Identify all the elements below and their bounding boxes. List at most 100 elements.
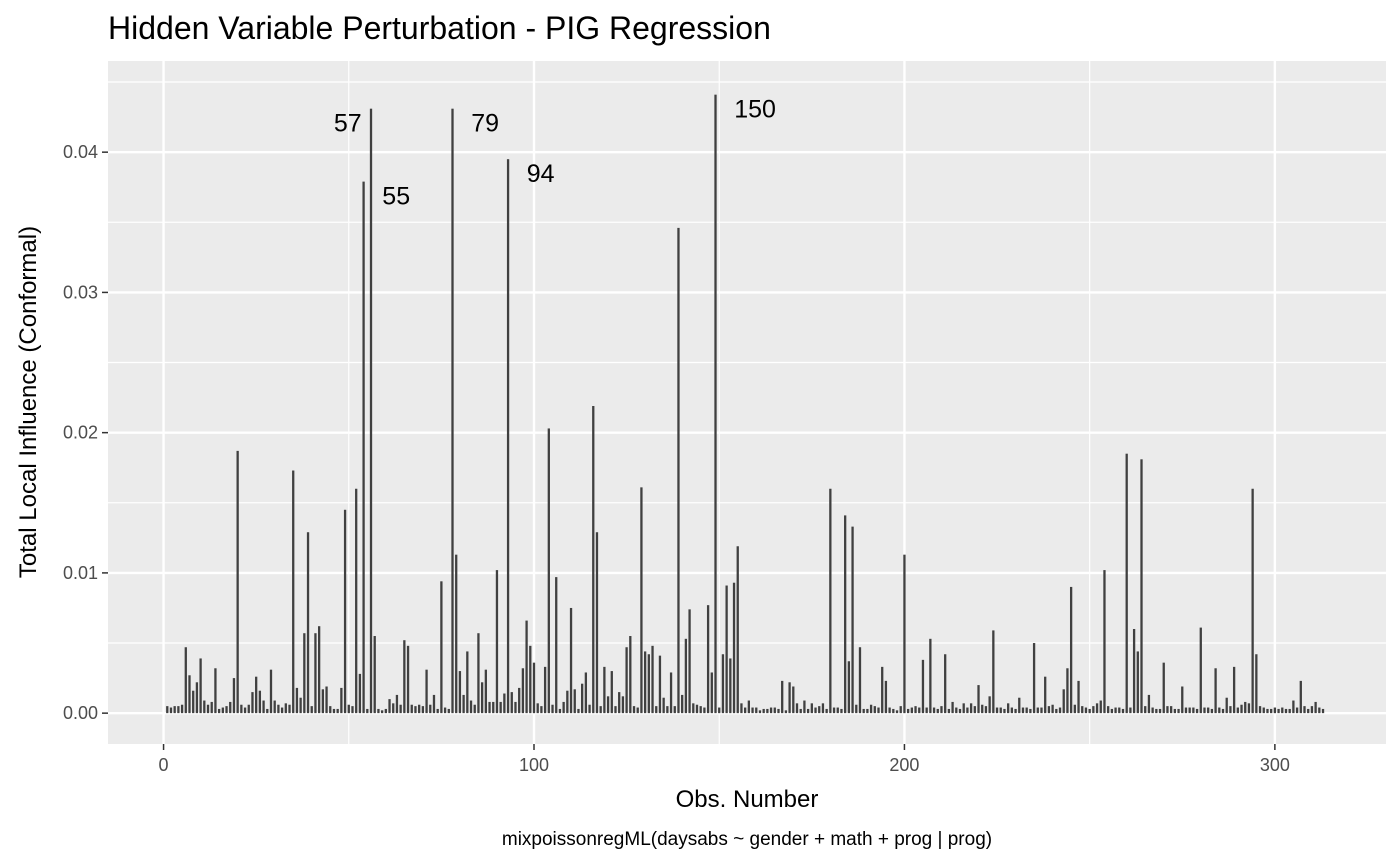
bar-obs-176 [814,707,817,714]
bar-obs-251 [1092,706,1095,714]
bar-obs-248 [1081,706,1084,714]
bar-obs-100 [532,662,536,714]
bar-obs-41 [314,633,317,714]
bar-obs-35 [292,470,295,714]
bar-obs-218 [969,703,973,714]
bar-obs-241 [1055,708,1058,714]
bar-obs-172 [799,708,802,714]
bar-obs-160 [755,707,758,714]
bar-obs-102 [540,706,543,714]
bar-obs-3 [173,706,176,714]
bar-obs-231 [1018,697,1021,714]
bar-obs-24 [251,692,254,714]
bar-obs-33 [284,703,287,714]
bar-obs-135 [662,697,665,714]
bar-obs-173 [803,700,806,714]
bar-obs-75 [440,581,443,714]
bar-obs-299 [1270,708,1273,714]
bar-obs-92 [503,693,506,714]
bar-obs-155 [736,546,739,714]
bar-obs-212 [947,708,951,714]
bar-obs-8 [192,690,195,714]
bar-obs-93 [506,159,510,714]
bar-obs-55 [366,708,369,714]
bar-obs-133 [655,706,658,714]
bar-obs-110 [569,607,573,714]
bar-obs-162 [762,708,765,714]
bar-obs-239 [1047,706,1051,714]
bar-obs-233 [1025,707,1028,714]
bar-obs-250 [1088,708,1091,714]
bar-obs-235 [1032,643,1036,714]
bar-obs-150 [718,707,721,714]
bar-obs-18 [229,701,232,714]
bar-obs-94 [510,692,513,714]
bar-obs-90 [495,570,499,714]
bar-obs-156 [740,703,743,714]
bar-obs-197 [892,708,895,714]
bar-obs-103 [543,666,547,714]
bar-obs-36 [295,687,299,714]
bar-obs-31 [277,704,280,714]
bar-obs-65 [403,640,406,714]
bar-obs-23 [247,704,250,714]
major-gridlines [108,61,1386,744]
bar-obs-175 [810,703,813,714]
y-tick-label-4: 0.04 [63,142,98,162]
bar-obs-104 [547,428,550,714]
point-label-150: 150 [734,96,776,124]
bar-obs-68 [414,706,417,714]
bar-obs-98 [525,620,528,714]
chart-title: Hidden Variable Perturbation - PIG Regre… [108,10,771,46]
bar-obs-196 [888,707,891,714]
bar-obs-89 [492,701,495,714]
bar-obs-178 [821,703,825,714]
bar-obs-158 [747,700,751,714]
bar-obs-255 [1107,706,1110,714]
bar-obs-240 [1051,704,1054,714]
bar-obs-245 [1069,586,1073,714]
bar-obs-226 [999,707,1002,714]
bar-obs-52 [355,488,358,714]
minor-gridlines [108,61,1386,744]
bar-obs-261 [1129,707,1132,714]
bar-obs-237 [1040,707,1043,714]
bar-obs-22 [243,707,247,714]
bar-obs-38 [303,633,306,714]
bar-obs-167 [781,680,784,714]
bar-obs-106 [555,577,558,714]
bar-obs-313 [1321,708,1325,714]
bar-obs-264 [1140,459,1143,714]
x-tick-label-0: 0 [159,755,169,775]
bar-obs-148 [710,672,713,714]
bar-obs-189 [862,708,865,714]
bar-obs-306 [1295,707,1299,714]
x-tick-label-3: 300 [1260,755,1290,775]
x-axis-title: Obs. Number [676,786,819,813]
bar-obs-244 [1066,668,1069,714]
bar-obs-161 [758,710,762,714]
bar-obs-28 [266,708,269,714]
bar-obs-269 [1158,708,1162,714]
bar-obs-285 [1218,707,1221,714]
bar-obs-51 [351,706,354,714]
bar-obs-48 [340,687,343,714]
bar-obs-222 [984,706,988,714]
y-axis-title: Total Local Influence (Conformal) [15,226,42,578]
bar-obs-191 [869,704,873,714]
bar-obs-105 [551,704,554,714]
bar-obs-205 [921,659,925,714]
bar-obs-141 [684,638,688,714]
bar-obs-168 [784,710,788,714]
bar-obs-312 [1318,707,1321,714]
bar-obs-305 [1292,700,1295,714]
bar-obs-6 [184,647,187,714]
bar-obs-304 [1288,708,1291,714]
bar-obs-81 [462,694,465,714]
bar-obs-43 [321,689,325,714]
bar-obs-159 [751,707,754,714]
bar-obs-163 [766,708,769,714]
bar-obs-42 [317,626,321,714]
bar-obs-303 [1284,708,1288,714]
bar-obs-186 [851,526,854,714]
